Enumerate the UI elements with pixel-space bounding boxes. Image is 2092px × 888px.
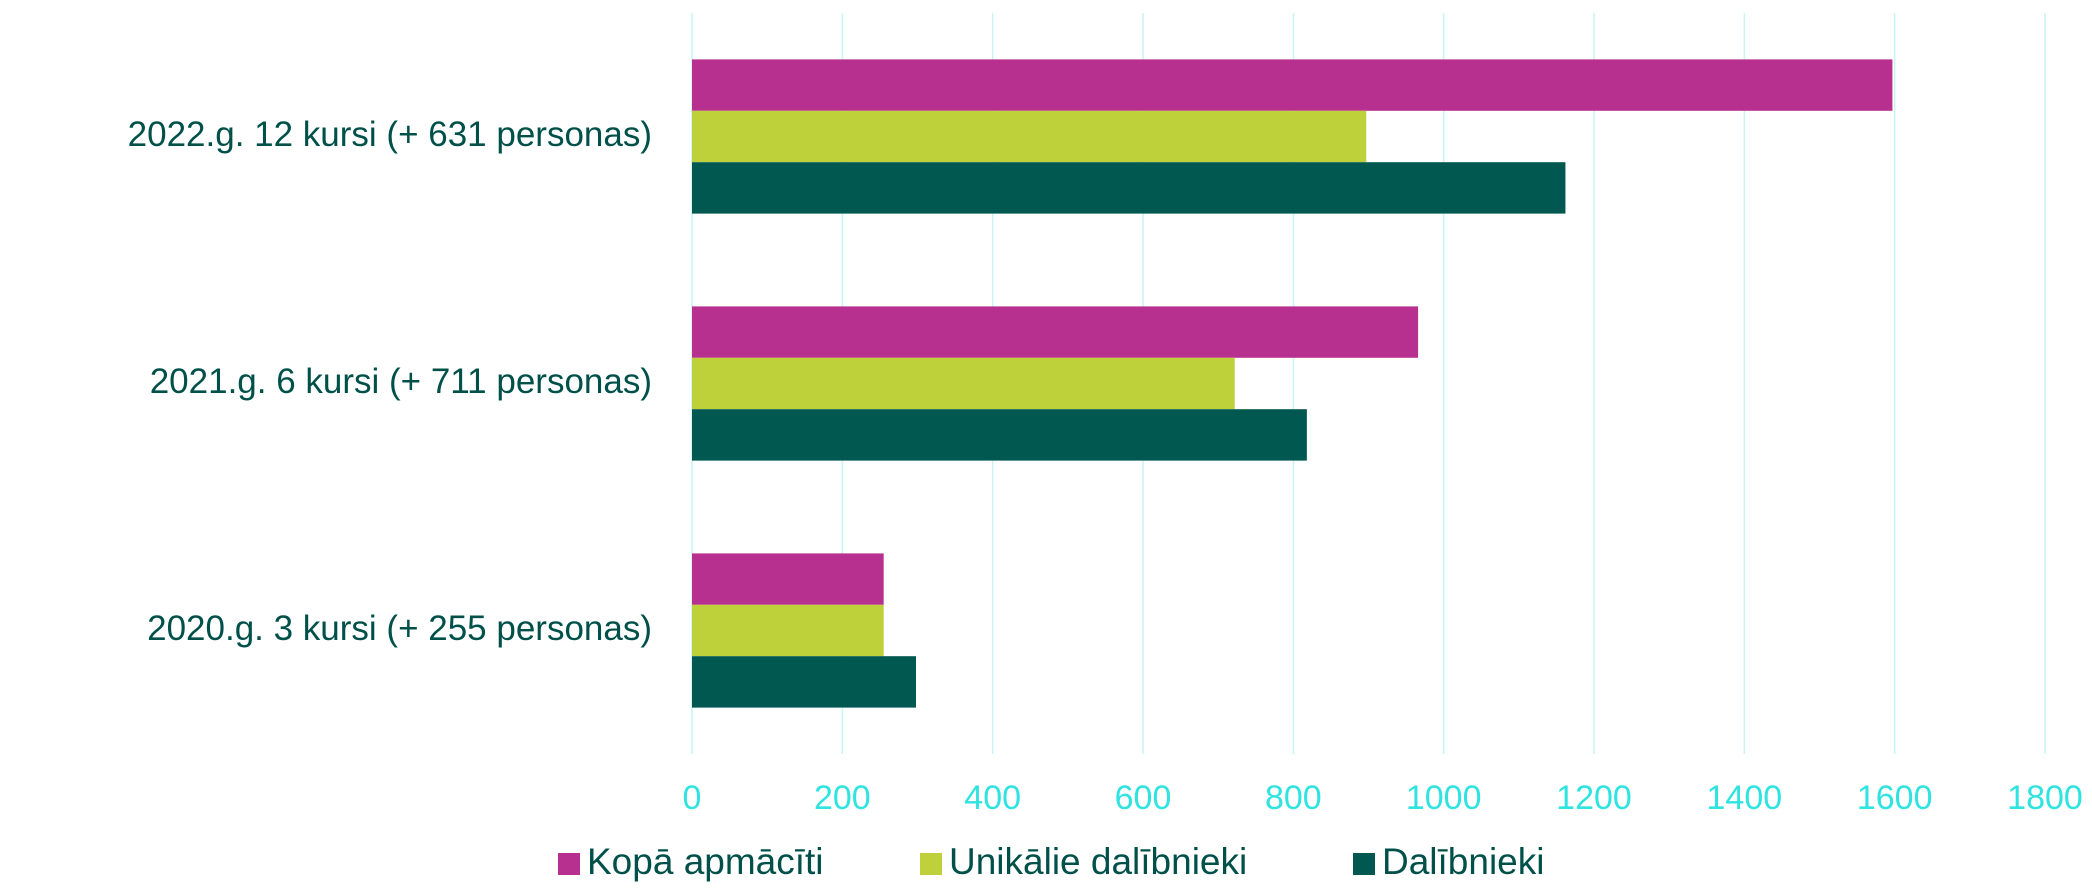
x-tick-label: 0	[683, 779, 702, 817]
x-tick-label: 600	[1115, 779, 1172, 817]
x-tick-label: 1200	[1556, 779, 1632, 817]
y-tick-label: 2020.g. 3 kursi (+ 255 personas)	[147, 609, 652, 648]
x-tick-label: 1400	[1707, 779, 1783, 817]
bar	[692, 656, 916, 708]
bar	[692, 553, 884, 605]
legend-label: Unikālie dalībnieki	[949, 841, 1247, 882]
legend-swatch	[558, 853, 580, 875]
bar	[692, 59, 1893, 111]
x-tick-label: 1000	[1406, 779, 1482, 817]
x-tick-label: 400	[964, 779, 1021, 817]
y-tick-label: 2022.g. 12 kursi (+ 631 personas)	[128, 115, 652, 154]
bar	[692, 110, 1367, 163]
bar	[692, 306, 1419, 358]
bar	[692, 409, 1307, 461]
bar	[692, 604, 884, 657]
x-tick-label: 800	[1265, 779, 1322, 817]
legend-swatch	[1353, 853, 1375, 875]
bar	[692, 357, 1235, 410]
x-tick-label: 1800	[2007, 779, 2083, 817]
x-tick-label: 200	[814, 779, 871, 817]
bar	[692, 162, 1566, 214]
legend-swatch	[920, 853, 942, 875]
x-tick-label: 1600	[1857, 779, 1933, 817]
y-tick-label: 2021.g. 6 kursi (+ 711 personas)	[150, 362, 652, 401]
legend-label: Kopā apmācīti	[587, 841, 824, 882]
legend-label: Dalībnieki	[1382, 841, 1544, 882]
